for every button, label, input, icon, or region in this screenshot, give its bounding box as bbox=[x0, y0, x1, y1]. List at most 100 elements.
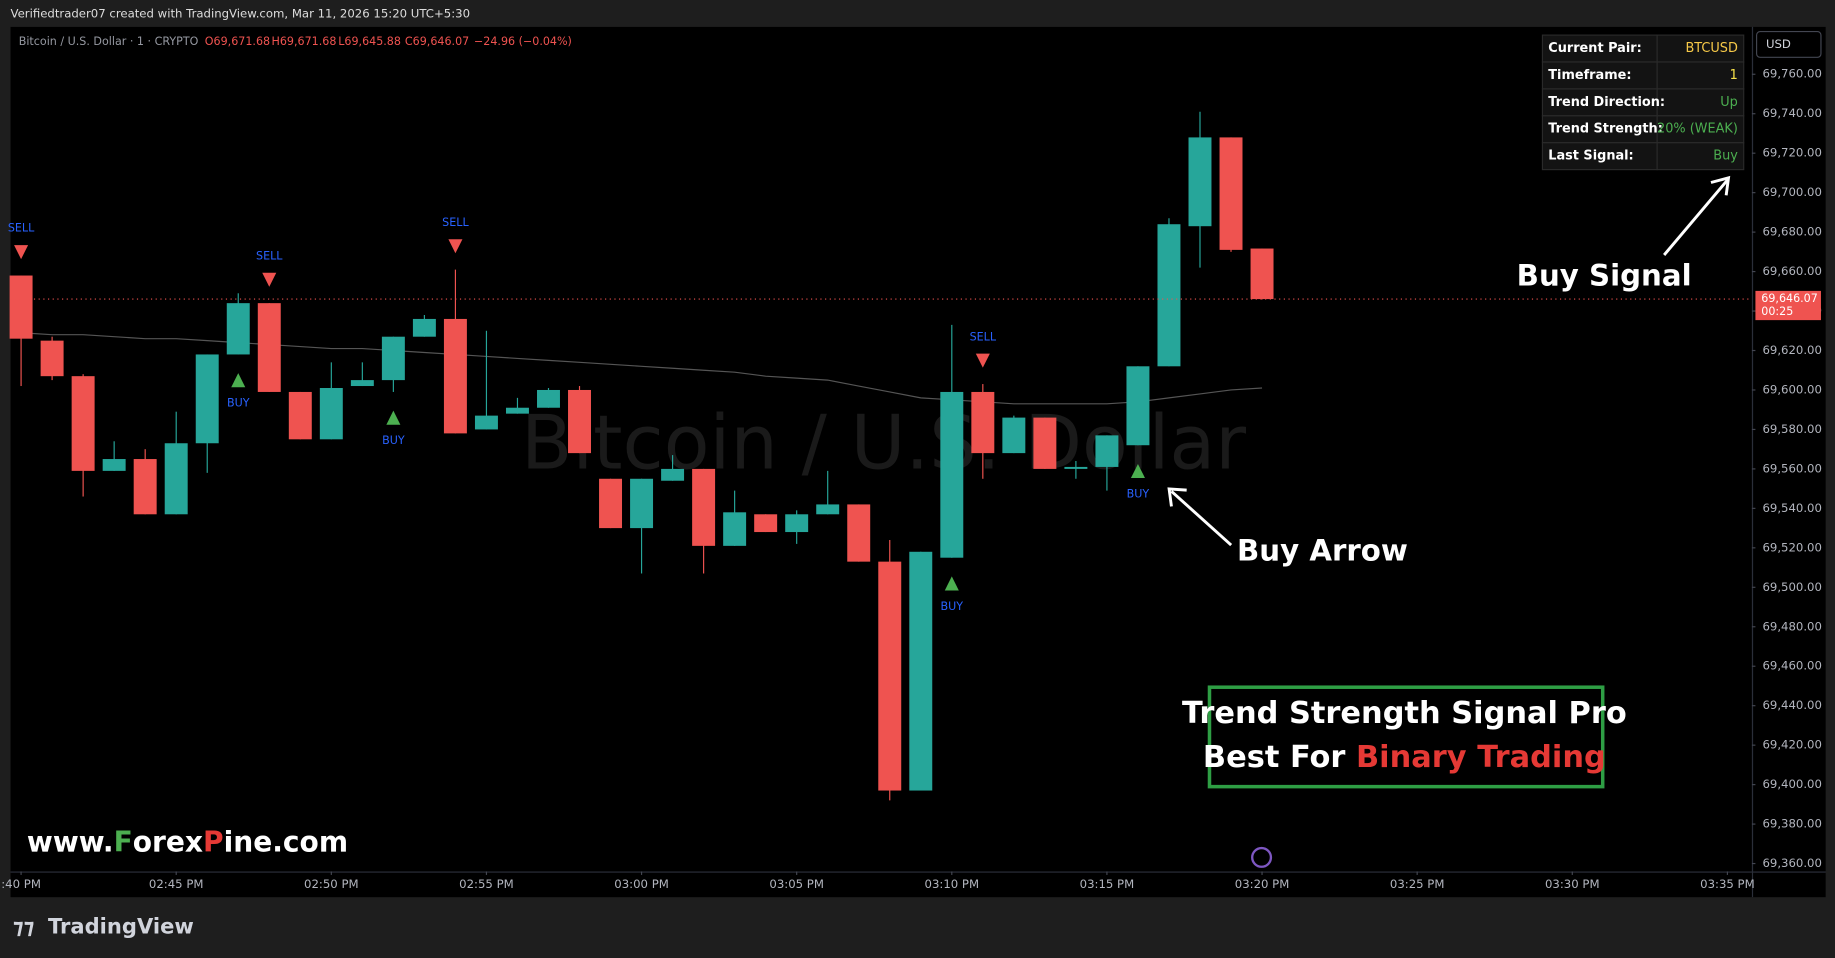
legend-low: L69,645.88 bbox=[338, 35, 401, 48]
price-axis bbox=[1753, 26, 1826, 872]
y-tick-label: 69,740.00 bbox=[1762, 106, 1821, 120]
time-axis bbox=[10, 872, 1826, 898]
legend-change: −24.96 (−0.04%) bbox=[474, 35, 572, 48]
table-label: Trend Strength: bbox=[1548, 122, 1663, 137]
legend-open: O69,671.68 bbox=[205, 35, 270, 48]
candle-body bbox=[1157, 224, 1181, 367]
candle-body bbox=[505, 407, 529, 414]
candle-body bbox=[257, 303, 281, 392]
candle-body bbox=[816, 504, 840, 515]
candle-body bbox=[381, 336, 405, 381]
candle-body bbox=[1064, 466, 1088, 469]
candle-body bbox=[692, 468, 716, 546]
candle-body bbox=[1219, 137, 1243, 250]
candle-body bbox=[599, 478, 623, 529]
x-tick-label: 02:55 PM bbox=[459, 877, 514, 891]
candle-body bbox=[723, 512, 747, 546]
countdown: 00:25 bbox=[1761, 305, 1793, 318]
candle-body bbox=[661, 468, 685, 481]
text-part: www. bbox=[27, 825, 114, 858]
header: Verifiedtrader07 created with TradingVie… bbox=[11, 7, 470, 21]
candle-body bbox=[443, 318, 467, 434]
candle-body bbox=[102, 459, 126, 471]
table-cell bbox=[1541, 61, 1658, 90]
x-tick-label: 03:35 PM bbox=[1700, 877, 1755, 891]
candle-body bbox=[164, 443, 188, 515]
brand-logo: ⁊⁊ bbox=[13, 914, 35, 939]
y-tick-label: 69,620.00 bbox=[1762, 343, 1821, 357]
x-tick-label: 03:10 PM bbox=[925, 877, 980, 891]
y-tick-label: 69,460.00 bbox=[1762, 659, 1821, 673]
y-tick-label: 69,760.00 bbox=[1762, 67, 1821, 81]
table-cell bbox=[1656, 142, 1745, 171]
candle-body bbox=[9, 275, 33, 339]
table-label: Last Signal: bbox=[1548, 149, 1633, 164]
last-price: 69,646.07 bbox=[1761, 292, 1818, 305]
arrow-head bbox=[1167, 487, 1187, 507]
signal-arrow bbox=[1130, 463, 1145, 478]
candle-body bbox=[568, 389, 591, 454]
last-price-box bbox=[1755, 290, 1821, 321]
table-value: 1 bbox=[1730, 68, 1738, 83]
signal-label: SELL bbox=[442, 216, 469, 229]
candle-body bbox=[350, 380, 374, 387]
signal-arrow bbox=[944, 576, 959, 591]
candle-body bbox=[319, 388, 343, 440]
candle-body bbox=[537, 389, 560, 408]
watermark: Bitcoin / U.S. Dollar bbox=[521, 400, 1246, 487]
candle-body bbox=[1095, 435, 1119, 467]
candle-body bbox=[133, 459, 157, 515]
brand: TradingView bbox=[48, 914, 194, 939]
x-tick-label: 03:15 PM bbox=[1080, 877, 1135, 891]
candle-body bbox=[754, 514, 778, 533]
candle-body bbox=[1033, 417, 1057, 469]
candle-body bbox=[474, 415, 498, 430]
candle-body bbox=[412, 318, 436, 337]
candle-body bbox=[940, 391, 964, 558]
currency[interactable]: USD bbox=[1766, 37, 1791, 51]
x-tick-label: 03:05 PM bbox=[769, 877, 824, 891]
arrow-head bbox=[1710, 175, 1731, 196]
legend-high: H69,671.68 bbox=[272, 35, 337, 48]
table-value: Buy bbox=[1713, 149, 1738, 164]
x-tick-label: :40 PM bbox=[1, 877, 41, 891]
promo-subtitle: Best For Binary Trading bbox=[1203, 739, 1606, 774]
x-tick-label: 03:30 PM bbox=[1545, 877, 1600, 891]
candle-body bbox=[630, 478, 654, 529]
currency-box[interactable] bbox=[1756, 30, 1822, 58]
y-tick-label: 69,540.00 bbox=[1762, 501, 1821, 515]
table-value: Up bbox=[1720, 95, 1738, 110]
website: www.ForexPine.com bbox=[27, 825, 348, 858]
y-tick-label: 69,560.00 bbox=[1762, 461, 1821, 475]
annotation: Buy Arrow bbox=[1237, 534, 1408, 568]
y-tick-label: 69,380.00 bbox=[1762, 817, 1821, 831]
candle-body bbox=[288, 391, 312, 440]
y-tick-label: 69,700.00 bbox=[1762, 185, 1821, 199]
table-label: Timeframe: bbox=[1548, 68, 1631, 83]
icon[interactable] bbox=[1251, 846, 1273, 868]
legend-symbol: Bitcoin / U.S. Dollar · 1 · CRYPTO bbox=[19, 35, 199, 48]
y-tick-label: 69,660.00 bbox=[1762, 264, 1821, 278]
y-tick-label: 69,500.00 bbox=[1762, 580, 1821, 594]
x-tick-label: 03:20 PM bbox=[1235, 877, 1290, 891]
annotation: Buy Signal bbox=[1517, 259, 1692, 293]
x-tick-label: 03:00 PM bbox=[614, 877, 669, 891]
table-label: Trend Direction: bbox=[1548, 95, 1665, 110]
signal-label: SELL bbox=[970, 330, 997, 343]
y-tick-label: 69,360.00 bbox=[1762, 856, 1821, 870]
signal-label: BUY bbox=[227, 397, 250, 410]
y-tick-label: 69,420.00 bbox=[1762, 738, 1821, 752]
y-tick-label: 69,440.00 bbox=[1762, 698, 1821, 712]
candle-body bbox=[909, 551, 933, 791]
text-part: P bbox=[203, 825, 224, 858]
y-tick-label: 69,480.00 bbox=[1762, 619, 1821, 633]
annotation-arrows bbox=[1167, 175, 1731, 547]
candle-body bbox=[847, 504, 871, 562]
x-tick-label: 03:25 PM bbox=[1390, 877, 1445, 891]
text-part: Binary Trading bbox=[1356, 739, 1606, 774]
signal-arrow bbox=[448, 239, 463, 254]
promo-box bbox=[1207, 685, 1605, 789]
candle-body bbox=[1188, 137, 1212, 227]
y-tick-label: 69,600.00 bbox=[1762, 382, 1821, 396]
